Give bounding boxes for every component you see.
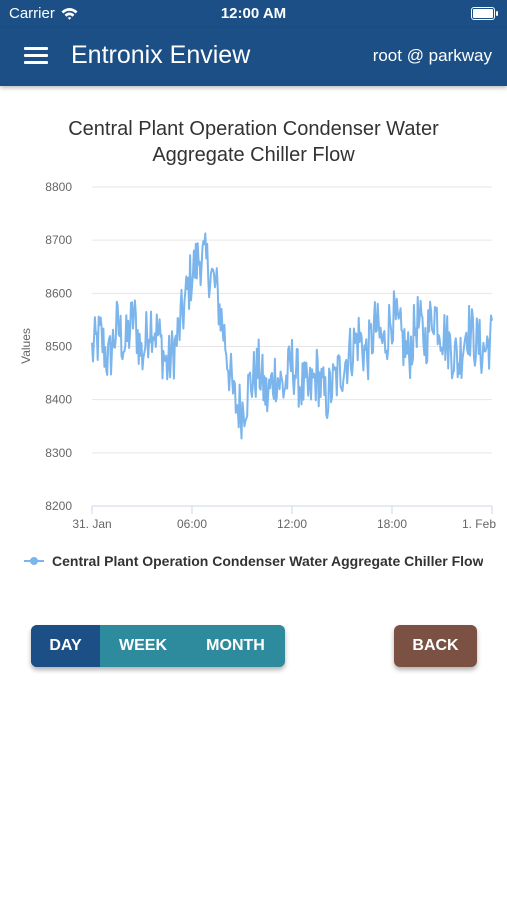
x-tick-label: 12:00 <box>277 517 307 531</box>
user-label: root @ parkway <box>372 46 492 65</box>
y-tick-label: 8800 <box>45 180 72 194</box>
wifi-icon <box>61 8 78 20</box>
y-tick-label: 8400 <box>45 393 72 407</box>
app-header: Entronix Enview root @ parkway <box>0 28 507 86</box>
chart-title: Central Plant Operation Condenser Water … <box>68 118 439 166</box>
app-title: Entronix Enview <box>71 41 251 69</box>
y-axis-label: Values <box>19 328 33 364</box>
x-tick-label: 18:00 <box>377 517 407 531</box>
back-button[interactable]: BACK <box>394 625 477 667</box>
carrier-label: Carrier <box>9 5 55 22</box>
legend-marker-icon <box>24 555 44 567</box>
x-tick-label: 1. Feb <box>462 517 496 531</box>
y-tick-label: 8300 <box>45 446 72 460</box>
x-tick-label: 31. Jan <box>72 517 111 531</box>
battery-icon <box>471 7 498 20</box>
y-tick-label: 8700 <box>45 233 72 247</box>
legend-label: Central Plant Operation Condenser Water … <box>52 553 484 569</box>
chart-series-line <box>91 232 493 440</box>
status-bar: Carrier 12:00 AM <box>0 0 507 28</box>
hamburger-menu-icon[interactable] <box>24 47 48 65</box>
chart-legend[interactable]: Central Plant Operation Condenser Water … <box>24 553 483 569</box>
carrier-info: Carrier <box>9 5 78 22</box>
time-range-selector: DAY WEEK MONTH <box>31 625 285 667</box>
status-time: 12:00 AM <box>220 5 287 22</box>
y-tick-label: 8200 <box>45 499 72 513</box>
x-tick-label: 06:00 <box>177 517 207 531</box>
y-tick-label: 8500 <box>45 340 72 354</box>
week-button[interactable]: WEEK <box>100 625 186 667</box>
line-chart: 8200 8300 8400 8500 8600 8700 8800 31. Jan 06:00… <box>19 180 496 531</box>
y-tick-label: 8600 <box>45 286 72 300</box>
day-button[interactable]: DAY <box>31 625 100 667</box>
month-button[interactable]: MONTH <box>186 625 285 667</box>
